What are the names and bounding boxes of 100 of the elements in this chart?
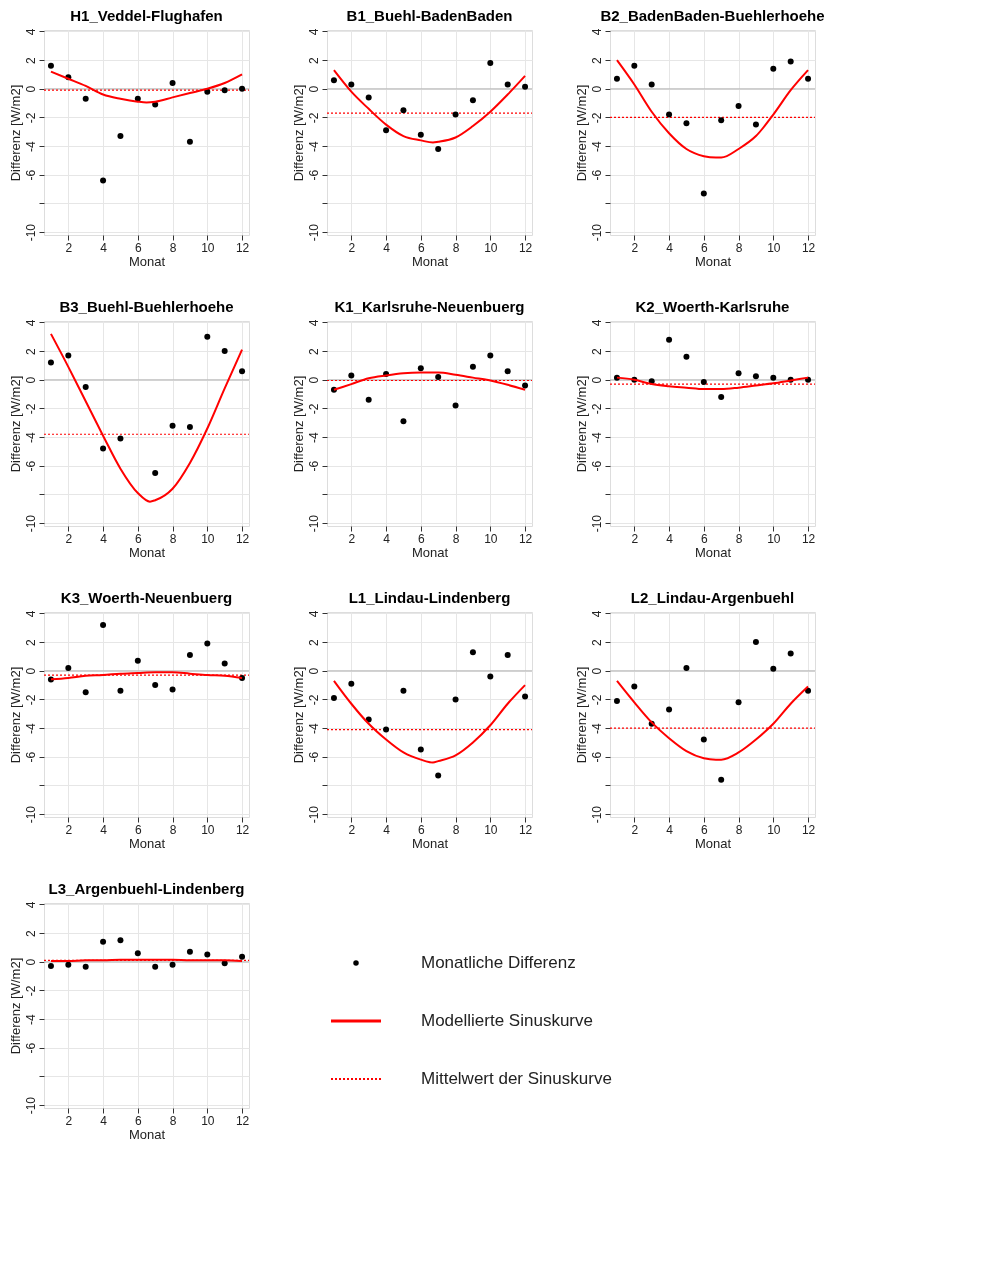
y-tick-label: 0 bbox=[589, 85, 604, 93]
chart-title: H1_Veddel-Flughafen bbox=[70, 7, 223, 25]
point bbox=[735, 699, 742, 706]
point bbox=[452, 111, 459, 118]
point bbox=[666, 111, 673, 118]
point bbox=[613, 75, 620, 82]
y-tick-label: 2 bbox=[23, 638, 38, 646]
point bbox=[204, 640, 211, 647]
point bbox=[700, 190, 707, 197]
x-tick-label: 6 bbox=[134, 240, 142, 255]
y-tick-label: -4 bbox=[23, 431, 38, 443]
y-tick-label: -4 bbox=[23, 140, 38, 152]
point bbox=[204, 333, 211, 340]
y-tick-label: -6 bbox=[589, 460, 604, 472]
y-tick-label: -10 bbox=[23, 805, 38, 824]
y-tick-label: 0 bbox=[306, 667, 321, 675]
chart-title: B2_BadenBaden-Buehlerhoehe bbox=[600, 7, 825, 25]
y-axis-title: Differenz [W/m2] bbox=[7, 666, 23, 764]
point bbox=[666, 336, 673, 343]
point bbox=[417, 365, 424, 372]
point bbox=[169, 422, 176, 429]
y-axis-title: Differenz [W/m2] bbox=[573, 375, 589, 473]
point bbox=[65, 664, 72, 671]
point bbox=[631, 62, 638, 69]
x-tick-label: 2 bbox=[65, 531, 73, 546]
y-axis-title: Differenz [W/m2] bbox=[573, 84, 589, 182]
point bbox=[805, 687, 812, 694]
y-tick-label: -6 bbox=[23, 460, 38, 472]
point bbox=[152, 963, 159, 970]
point bbox=[186, 948, 193, 955]
x-tick-label: 4 bbox=[383, 240, 391, 255]
x-tick-label: 12 bbox=[801, 822, 816, 837]
x-tick-label: 6 bbox=[417, 531, 425, 546]
y-tick-label: -2 bbox=[23, 694, 38, 706]
point bbox=[787, 650, 794, 657]
x-tick-label: 12 bbox=[235, 822, 250, 837]
x-tick-label: 10 bbox=[767, 822, 781, 837]
point bbox=[82, 963, 89, 970]
y-tick-label: -6 bbox=[589, 169, 604, 181]
x-tick-label: 4 bbox=[100, 822, 108, 837]
point bbox=[365, 94, 372, 101]
y-tick-label: -6 bbox=[306, 751, 321, 763]
y-tick-label: 2 bbox=[23, 56, 38, 64]
y-tick-label: 4 bbox=[589, 28, 604, 36]
point bbox=[239, 368, 246, 375]
y-axis-title: Differenz [W/m2] bbox=[290, 375, 306, 473]
x-tick-label: 8 bbox=[169, 1113, 177, 1128]
x-tick-label: 8 bbox=[169, 240, 177, 255]
point bbox=[613, 697, 620, 704]
point bbox=[152, 469, 159, 476]
y-axis-title: Differenz [W/m2] bbox=[7, 957, 23, 1055]
y-tick-label: -10 bbox=[306, 514, 321, 533]
x-tick-label: 8 bbox=[452, 531, 460, 546]
point bbox=[752, 121, 759, 128]
point bbox=[435, 145, 442, 152]
y-tick-label: 2 bbox=[306, 638, 321, 646]
chart-title: K1_Karlsruhe-Neuenbuerg bbox=[334, 298, 525, 316]
x-tick-label: 2 bbox=[348, 822, 356, 837]
y-tick-label: 4 bbox=[589, 319, 604, 327]
chart-title: K3_Woerth-Neuenbuerg bbox=[60, 589, 233, 607]
x-axis-title: Monat bbox=[694, 253, 732, 269]
x-tick-label: 8 bbox=[452, 822, 460, 837]
point bbox=[65, 352, 72, 359]
y-tick-label: 4 bbox=[23, 28, 38, 36]
point bbox=[452, 696, 459, 703]
y-tick-label: 0 bbox=[23, 376, 38, 384]
legend-label: Mittelwert der Sinuskurve bbox=[421, 1069, 612, 1088]
y-tick-label: -4 bbox=[306, 722, 321, 734]
y-tick-label: -10 bbox=[23, 1096, 38, 1115]
x-axis-title: Monat bbox=[128, 1126, 166, 1142]
point bbox=[348, 81, 355, 88]
y-tick-label: 4 bbox=[306, 28, 321, 36]
y-tick-label: -4 bbox=[589, 140, 604, 152]
point bbox=[204, 88, 211, 95]
x-tick-label: 2 bbox=[631, 531, 639, 546]
y-tick-label: -4 bbox=[23, 1013, 38, 1025]
point bbox=[204, 951, 211, 958]
x-tick-label: 2 bbox=[631, 822, 639, 837]
point bbox=[47, 62, 54, 69]
x-tick-label: 4 bbox=[383, 531, 391, 546]
point bbox=[700, 378, 707, 385]
y-tick-label: -4 bbox=[306, 140, 321, 152]
point bbox=[683, 120, 690, 127]
x-tick-label: 8 bbox=[735, 240, 743, 255]
point bbox=[134, 657, 141, 664]
point bbox=[82, 689, 89, 696]
x-tick-label: 4 bbox=[100, 531, 108, 546]
x-tick-label: 12 bbox=[518, 240, 533, 255]
x-tick-label: 12 bbox=[801, 240, 816, 255]
y-tick-label: -6 bbox=[23, 751, 38, 763]
x-tick-label: 6 bbox=[700, 240, 708, 255]
point bbox=[186, 138, 193, 145]
point bbox=[152, 682, 159, 689]
chart-title: K2_Woerth-Karlsruhe bbox=[635, 298, 790, 316]
x-tick-label: 4 bbox=[100, 1113, 108, 1128]
x-tick-label: 6 bbox=[417, 240, 425, 255]
y-tick-label: 4 bbox=[23, 610, 38, 618]
point bbox=[805, 75, 812, 82]
y-tick-label: 0 bbox=[589, 667, 604, 675]
x-tick-label: 2 bbox=[65, 1113, 73, 1128]
